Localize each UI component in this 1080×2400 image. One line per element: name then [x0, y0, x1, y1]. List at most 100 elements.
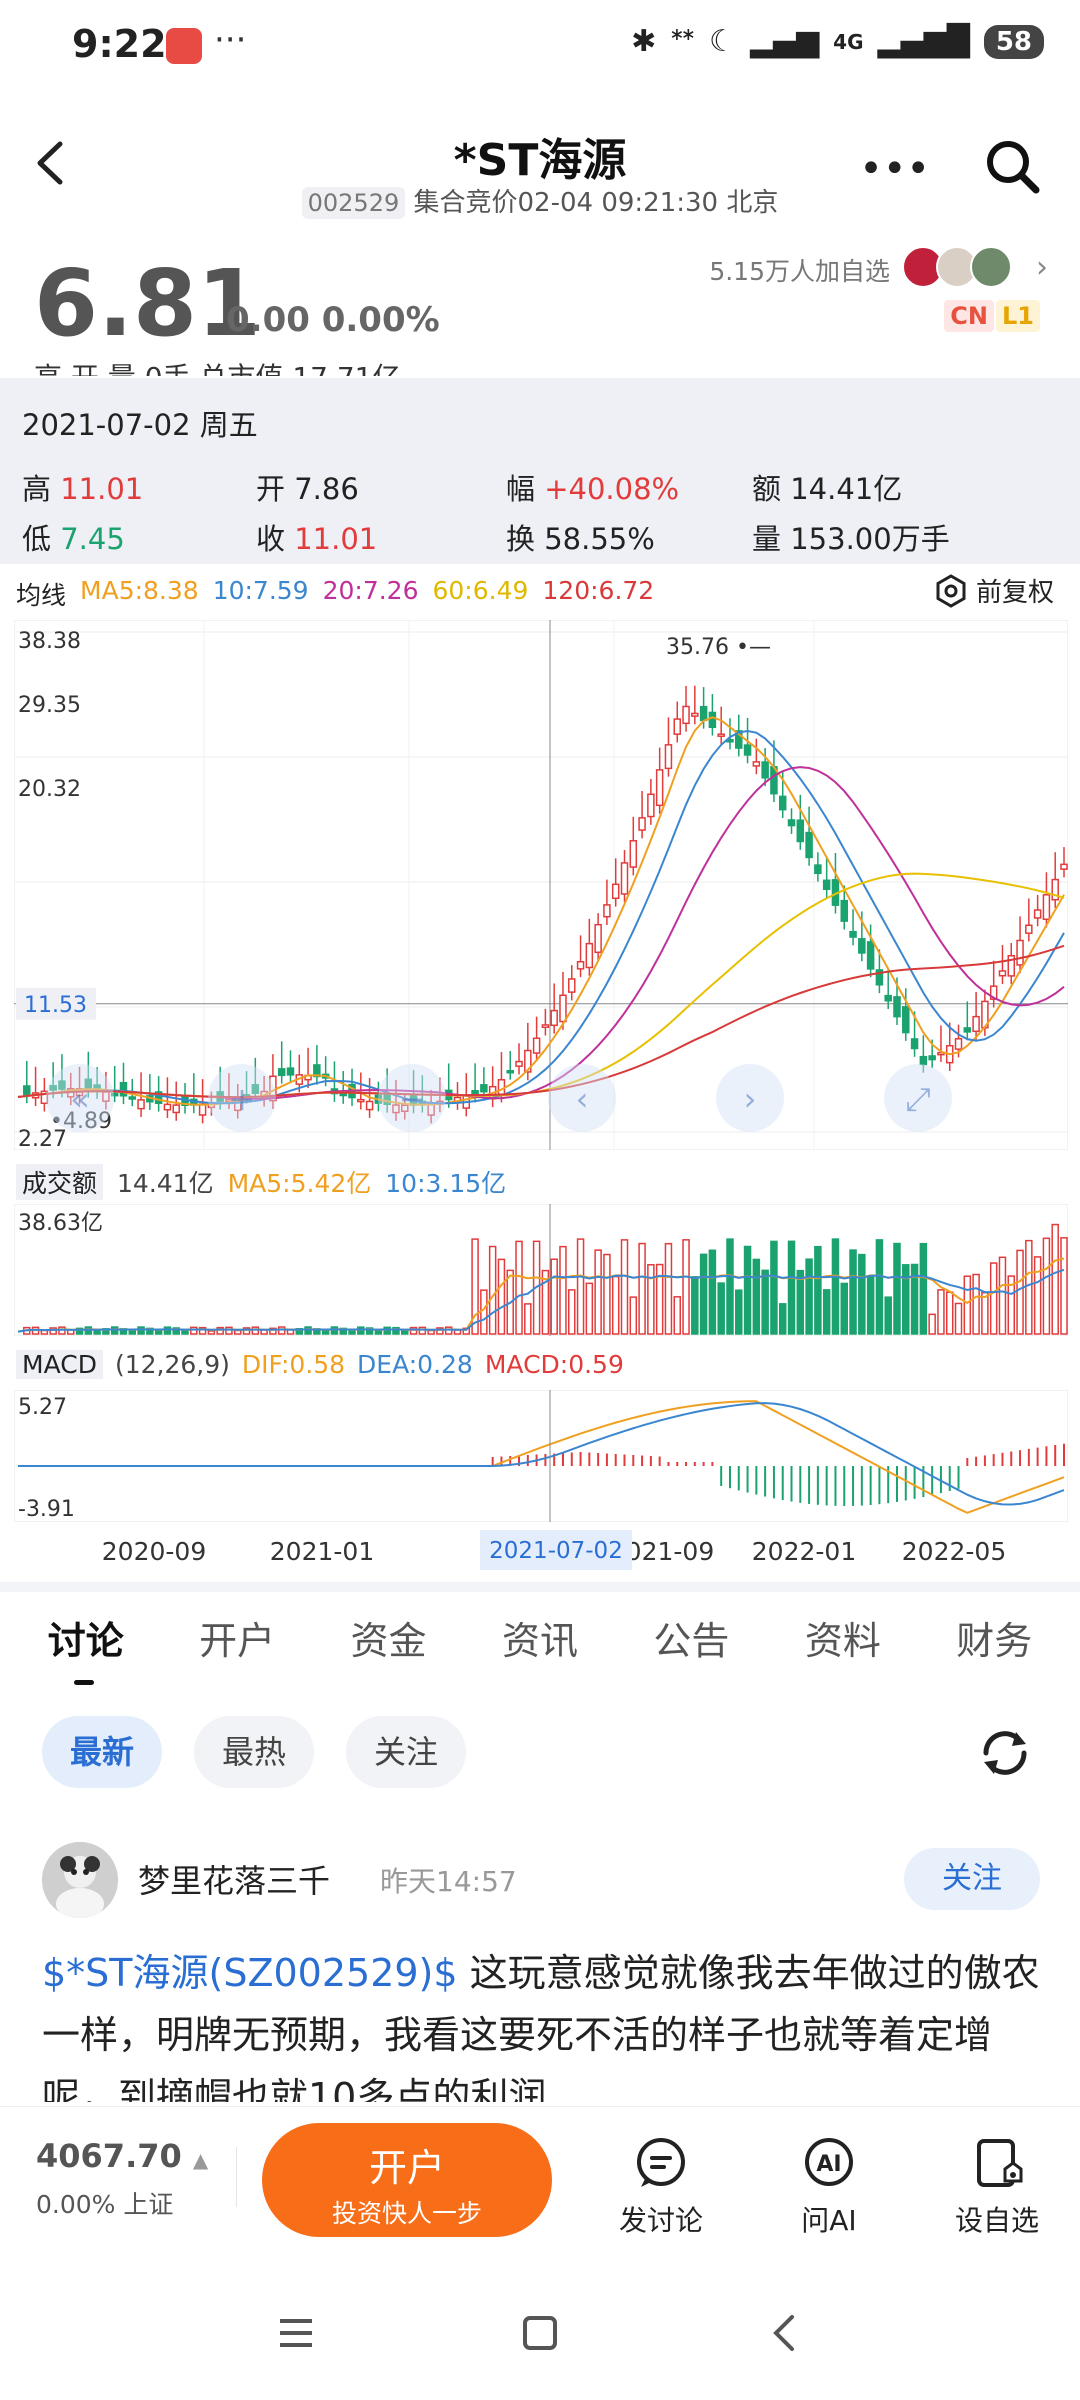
author-avatar[interactable] [42, 1842, 118, 1918]
next-icon[interactable]: › [716, 1064, 784, 1132]
scroll-left-icon[interactable]: « [46, 1064, 114, 1132]
app-notification-icon [166, 28, 202, 64]
tab-6[interactable]: 财务 [956, 1619, 1033, 1663]
home-icon[interactable] [518, 2311, 562, 2355]
volume-bar [638, 1242, 646, 1335]
volume-bar [620, 1239, 629, 1335]
candle [1025, 898, 1033, 942]
y-tick-label: 38.38 [18, 629, 81, 654]
dnd-moon-icon: ☾ [709, 24, 736, 59]
back-icon[interactable] [30, 138, 70, 188]
candle [735, 714, 743, 757]
prev-icon[interactable]: ‹ [548, 1064, 616, 1132]
menu-icon[interactable] [274, 2311, 318, 2355]
volume-bar [559, 1245, 567, 1335]
candle [286, 1050, 295, 1084]
candle [172, 1081, 180, 1121]
open-account-button[interactable]: 开户 投资快人一步 [262, 2123, 552, 2237]
chip-latest[interactable]: 最新 [42, 1716, 163, 1788]
tab-0[interactable]: 讨论 [47, 1619, 124, 1663]
search-icon[interactable] [982, 136, 1042, 196]
volume-bar [884, 1296, 892, 1335]
zoom-in-icon[interactable]: + [208, 1064, 276, 1132]
status-bar: 9:22 ··· ✱ ᕯ ☾ ▂▄▆ 4G ▂▄▆█ 58 [0, 0, 1080, 90]
avatar [970, 246, 1012, 288]
kline-chart[interactable]: 38.38 29.35 20.32 2.27 11.53 35.76 •— •4.89« + −… [14, 620, 1068, 1150]
post-discussion-button[interactable]: 发讨论 [606, 2135, 716, 2239]
candle [664, 717, 673, 777]
volume-bar [866, 1275, 875, 1335]
back-nav-icon[interactable] [762, 2311, 806, 2355]
watchers-count[interactable]: 5.15万人加自选 [709, 257, 890, 286]
volume-bar [1016, 1249, 1024, 1335]
macd-legend: MACD (12,26,9) DIF:0.58 DEA:0.28 MACD:0.… [16, 1350, 624, 1379]
tab-4[interactable]: 公告 [653, 1619, 730, 1663]
post-content[interactable]: $*ST海源(SZ002529)$ 这玩意感觉就像我去年做过的傲农一样，明牌无预… [42, 1942, 1042, 2102]
volume-label: 成交额 [16, 1164, 104, 1200]
tab-5[interactable]: 资料 [804, 1619, 881, 1663]
zoom-out-icon[interactable]: − [378, 1064, 446, 1132]
chevron-right-icon[interactable]: › [1036, 250, 1048, 285]
candle [902, 988, 910, 1041]
volume-bar [726, 1238, 734, 1335]
candle [910, 1011, 919, 1057]
tooltip-volume: 量 153.00万手 [752, 522, 950, 556]
candle [1051, 852, 1059, 909]
ask-ai-button[interactable]: AI 问AI [774, 2135, 884, 2239]
chip-hot[interactable]: 最热 [194, 1716, 315, 1788]
post-time: 昨天14:57 [380, 1865, 517, 1898]
candle [761, 748, 769, 787]
volume-bar [233, 1329, 242, 1335]
volume-bar [1051, 1223, 1059, 1335]
open-account-subtitle: 投资快人一步 [331, 2199, 482, 2228]
macd-top-label: 5.27 [18, 1395, 67, 1420]
candle [576, 935, 585, 978]
macd-dif: DIF:0.58 [241, 1350, 346, 1379]
tooltip-high: 高 11.01 [22, 472, 144, 506]
tab-3[interactable]: 资讯 [501, 1619, 578, 1663]
follow-button[interactable]: 关注 [904, 1848, 1040, 1910]
volume-bar [735, 1289, 743, 1335]
volume-bar [805, 1258, 813, 1335]
ma-label: 均线 [16, 581, 67, 610]
watcher-avatars[interactable] [902, 246, 1012, 288]
candle [620, 849, 629, 903]
candle [603, 879, 611, 926]
index-sub[interactable]: 0.00% 上证 [36, 2190, 174, 2219]
ma-legend: 均线 MA5:8.38 10:7.59 20:7.26 60:6.49 120:… [16, 576, 654, 612]
crosshair-date-label: 2021-07-02 [489, 1538, 623, 1564]
macd-chart[interactable]: 5.27 -3.91 [14, 1390, 1068, 1522]
candle [682, 686, 690, 732]
volume-chart[interactable]: 38.63亿 [14, 1204, 1068, 1336]
y-tick-label: 2.27 [18, 1127, 67, 1150]
add-watchlist-button[interactable]: 设自选 [942, 2135, 1052, 2239]
volume-bar [163, 1326, 172, 1335]
refresh-icon[interactable] [976, 1724, 1034, 1782]
x-tick-label: 2022-01 [752, 1537, 856, 1566]
volume-bar [717, 1282, 725, 1335]
tab-2[interactable]: 资金 [350, 1619, 427, 1663]
y-tick-label: 20.32 [18, 777, 81, 802]
candle [655, 747, 664, 814]
tab-1[interactable]: 开户 [199, 1619, 276, 1663]
volume-bar [928, 1313, 936, 1335]
volume-bar [664, 1242, 673, 1335]
signal-icon: ▂▄▆ [749, 24, 820, 59]
more-icon[interactable]: ••• [859, 146, 930, 192]
stock-tag-link[interactable]: $*ST海源(SZ002529)$ [42, 1951, 458, 1995]
volume-bar [699, 1253, 708, 1335]
author-name[interactable]: 梦里花落三千 [138, 1862, 331, 1900]
volume-bar [770, 1240, 778, 1335]
candle [1016, 916, 1024, 974]
volume-bar [647, 1264, 655, 1335]
chip-following[interactable]: 关注 [346, 1716, 467, 1788]
candle [559, 971, 567, 1030]
adjust-toggle[interactable]: 前复权 [934, 572, 1054, 609]
index-value[interactable]: 4067.70 ▲ [36, 2137, 209, 2175]
volume-bar [357, 1326, 365, 1335]
fullscreen-icon[interactable]: ⤢ [884, 1064, 952, 1132]
volume-bar [550, 1258, 558, 1335]
volume-ma5: MA5:5.42亿 [227, 1169, 372, 1198]
volume-ma10: 10:3.15亿 [385, 1169, 507, 1198]
candle [884, 967, 892, 1010]
